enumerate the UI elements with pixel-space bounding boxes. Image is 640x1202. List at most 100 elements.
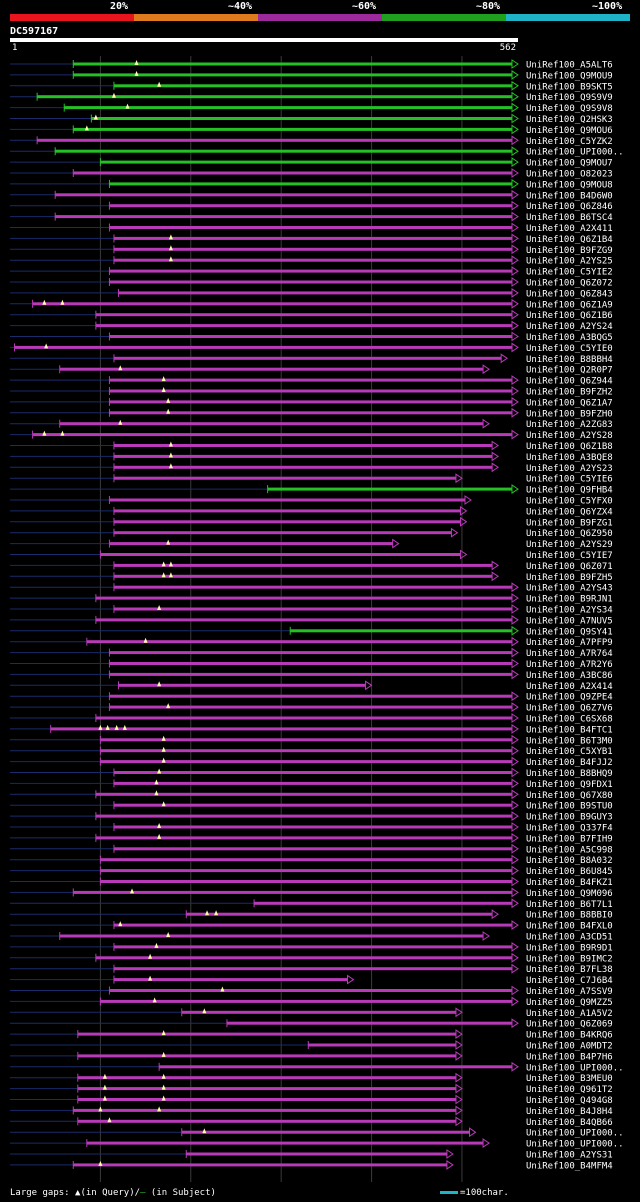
hit-bar — [95, 956, 512, 960]
subject-id-label: UniRef100_B4P7H6 — [526, 1052, 613, 1062]
query-gap-marker — [157, 823, 162, 828]
hit-bar — [113, 236, 512, 240]
subject-id-label: UniRef100_B7FL38 — [526, 965, 613, 975]
subject-id-label: UniRef100_B6U845 — [526, 867, 613, 877]
subject-id-label: UniRef100_UPI000.. — [526, 1140, 624, 1150]
query-gap-marker — [168, 572, 173, 578]
hit-bar — [77, 1119, 456, 1123]
hit-end-arrow — [511, 789, 519, 800]
subject-id-label: UniRef100_B9FZH0 — [526, 409, 613, 419]
hit-end-arrow — [491, 462, 500, 473]
hit-end-arrow — [511, 985, 519, 996]
hit-end-arrow — [511, 865, 519, 876]
subject-id-label: UniRef100_A7SSV9 — [526, 987, 613, 997]
subject-id-label: UniRef100_Q6Z1B6 — [526, 311, 613, 321]
hit-end-arrow — [446, 1159, 454, 1170]
hit-end-arrow — [511, 342, 519, 353]
hit-end-arrow — [511, 484, 519, 495]
scale-text: =100char. — [460, 1188, 509, 1198]
subject-id-label: UniRef100_C5YIE2 — [526, 268, 613, 278]
subject-id-label: UniRef100_B6T3M0 — [526, 736, 613, 746]
subject-id-label: UniRef100_B7FIH9 — [526, 834, 613, 844]
hit-end-arrow — [511, 244, 519, 255]
subject-id-label: UniRef100_A2ZG83 — [526, 420, 613, 430]
query-gap-marker — [168, 463, 173, 469]
hit-bar — [109, 705, 512, 709]
hit-bar — [86, 640, 513, 644]
query-gap-marker — [157, 833, 162, 839]
subject-id-label: UniRef100_A5C998 — [526, 845, 613, 855]
hit-end-arrow — [511, 832, 519, 843]
subject-id-label: UniRef100_B9R9D1 — [526, 943, 613, 953]
query-gap-marker — [118, 419, 123, 425]
subject-id-label: UniRef100_Q6Z071 — [526, 562, 613, 572]
subject-id-label: UniRef100_UPI000.. — [526, 148, 624, 158]
hit-end-arrow — [455, 1050, 463, 1061]
hit-bar — [109, 498, 465, 502]
hit-bar — [55, 215, 512, 219]
hit-end-arrow — [511, 200, 519, 211]
hit-end-arrow — [459, 505, 468, 516]
hit-end-arrow — [511, 178, 519, 189]
hit-bar — [109, 269, 512, 273]
hit-end-arrow — [455, 1040, 463, 1050]
subject-id-label: UniRef100_A2X411 — [526, 224, 613, 234]
hit-end-arrow — [511, 691, 519, 702]
subject-id-label: UniRef100_Q6Z843 — [526, 289, 613, 299]
hit-bar — [113, 945, 512, 949]
subject-id-label: UniRef100_Q9MOU7 — [526, 159, 613, 169]
subject-id-label: UniRef100_B8A032 — [526, 856, 613, 866]
hit-end-arrow — [455, 1029, 463, 1040]
hit-bar — [55, 193, 512, 197]
hit-end-arrow — [511, 80, 519, 91]
hit-end-arrow — [511, 168, 519, 178]
hit-bar — [95, 716, 512, 720]
subject-id-label: UniRef100_B9STU0 — [526, 802, 613, 812]
subject-id-label: UniRef100_A3BQG5 — [526, 333, 613, 343]
subject-id-label: UniRef100_Q9MOU6 — [526, 126, 613, 136]
hit-end-arrow — [511, 222, 519, 233]
query-gap-marker — [148, 975, 153, 981]
hit-end-arrow — [511, 233, 519, 244]
query-gap-marker — [125, 103, 130, 109]
hit-bar — [109, 182, 512, 186]
hit-end-arrow — [511, 963, 519, 974]
hit-bar — [308, 1043, 456, 1047]
scale-bar — [440, 1191, 458, 1194]
hit-bar — [113, 356, 502, 360]
hit-bar — [100, 738, 513, 742]
subject-id-label: UniRef100_A2YS24 — [526, 322, 613, 332]
hit-bar — [37, 138, 513, 142]
hit-end-arrow — [511, 614, 519, 625]
subject-id-label: UniRef100_Q6Z944 — [526, 377, 613, 387]
subject-id-label: UniRef100_Q6Z1A7 — [526, 398, 613, 408]
hit-end-arrow — [491, 560, 500, 571]
hit-end-arrow — [455, 1083, 463, 1094]
legend-seg-60 — [258, 14, 382, 21]
hit-bar — [113, 607, 512, 611]
hit-end-arrow — [511, 266, 519, 277]
legend-seg-20 — [10, 14, 134, 21]
query-gap-marker — [60, 299, 65, 305]
subject-id-label: UniRef100_Q6Z846 — [526, 202, 613, 212]
subject-id-label: UniRef100_Q2R0P7 — [526, 366, 613, 376]
query-gap-marker — [134, 70, 139, 76]
subject-id-label: UniRef100_Q9FHB4 — [526, 486, 613, 496]
hit-end-arrow — [511, 102, 519, 113]
subject-id-label: UniRef100_Q9M096 — [526, 889, 613, 899]
subject-id-label: UniRef100_Q9MOU8 — [526, 180, 613, 190]
query-gap-marker — [148, 953, 153, 959]
hit-end-arrow — [491, 909, 500, 920]
hit-bar — [109, 204, 512, 208]
subject-id-label: UniRef100_B4MFM4 — [526, 1161, 613, 1171]
query-gap-marker — [166, 932, 171, 937]
subject-id-label: UniRef100_B4QB66 — [526, 1118, 613, 1128]
query-gap-marker — [161, 757, 166, 763]
hit-end-arrow — [511, 287, 519, 298]
hit-bar — [186, 1152, 447, 1156]
hit-bar — [100, 160, 513, 164]
hit-bar — [73, 890, 513, 894]
subject-id-label: UniRef100_A7R2Y6 — [526, 660, 613, 670]
query-gap-marker — [44, 343, 49, 349]
hit-bar — [113, 444, 493, 447]
